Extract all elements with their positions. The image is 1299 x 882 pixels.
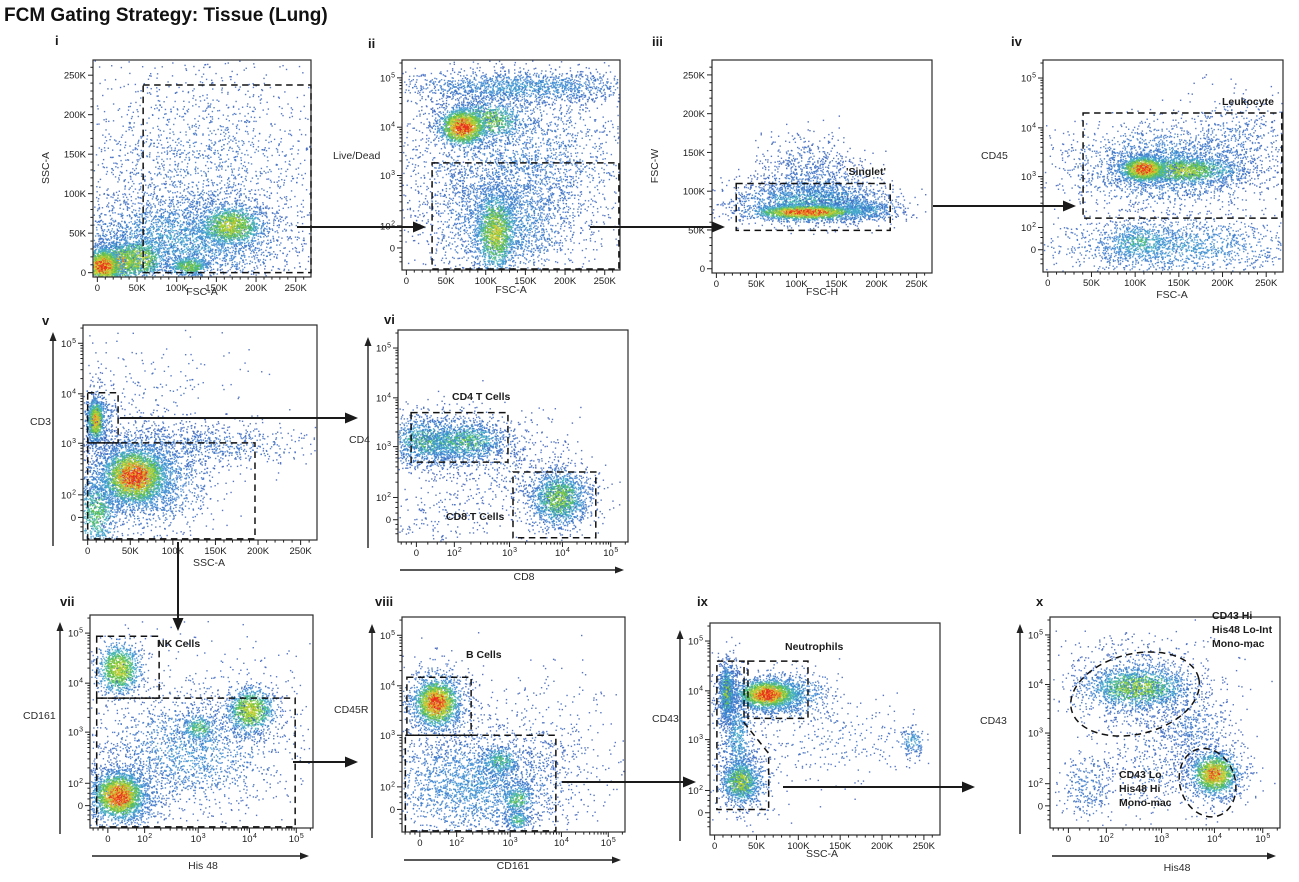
flow-arrowhead-7 xyxy=(962,781,975,793)
panel-label-x: x xyxy=(1036,594,1044,609)
gate-label-x-1: CD43 Lo His48 Hi Mono-mac xyxy=(1119,769,1172,809)
y-axis-label-v: CD3 xyxy=(30,416,52,428)
gate-label-vi-0: CD4 T Cells xyxy=(452,391,511,403)
y-axis-label-vi: CD4 xyxy=(349,434,371,446)
panel-label-iv: iv xyxy=(1011,34,1022,49)
x-axis-label-viii: CD161 xyxy=(496,860,530,872)
x-axis-label-iv: FSC-A xyxy=(1156,289,1188,301)
scatter-plot-iv xyxy=(995,46,1299,312)
x-axis-label-ii: FSC-A xyxy=(495,284,527,296)
gate-label-iv-0: Leukocyte xyxy=(1222,96,1274,108)
x-axis-label-iii: FSC-H xyxy=(805,286,839,298)
y-axis-label-vii: CD161 xyxy=(23,710,56,722)
panel-label-i: i xyxy=(55,33,59,48)
scatter-plot-x xyxy=(1002,603,1299,868)
scatter-plot-vi xyxy=(350,316,648,582)
x-axis-label-x: His48 xyxy=(1163,862,1191,874)
x-axis-label-ix: SSC-A xyxy=(805,848,839,860)
scatter-plot-vii xyxy=(42,601,333,868)
scatter-plot-ix xyxy=(662,609,960,875)
x-axis-label-vi: CD8 xyxy=(513,571,535,583)
x-axis-label-v: SSC-A xyxy=(192,557,226,569)
x-axis-label-i: FSC-A xyxy=(186,286,218,298)
gate-label-vii-0: NK Cells xyxy=(157,638,201,650)
scatter-plot-iii xyxy=(664,46,952,313)
scatter-plot-ii xyxy=(354,46,640,310)
y-axis-label-ix: CD43 xyxy=(652,713,679,725)
figure-title: FCM Gating Strategy: Tissue (Lung) xyxy=(4,5,328,26)
y-axis-label-x: CD43 xyxy=(980,715,1007,727)
scatter-plot-i xyxy=(45,46,331,317)
panel-label-iii: iii xyxy=(652,34,663,49)
y-axis-label-ii: Live/Dead xyxy=(333,150,381,162)
y-axis-label-i: SSC-A xyxy=(40,151,52,185)
x-axis-label-vii: His 48 xyxy=(188,860,218,872)
gate-label-vi-1: CD8 T Cells xyxy=(446,511,505,523)
y-axis-label-iii: FSC-W xyxy=(649,148,661,184)
y-axis-label-iv: CD45 xyxy=(981,150,1008,162)
y-axis-label-viii: CD45R xyxy=(334,704,369,716)
scatter-plot-viii xyxy=(354,603,645,872)
scatter-plot-v xyxy=(35,311,337,580)
panel-label-ix: ix xyxy=(697,594,708,609)
panel-label-ii: ii xyxy=(368,36,376,51)
gate-label-iii-0: 'Singlet' xyxy=(846,166,886,178)
gate-label-x-0: CD43 Hi His48 Lo-Int Mono-mac xyxy=(1212,610,1273,650)
gate-label-ix-0: Neutrophils xyxy=(785,641,844,653)
gate-label-viii-0: B Cells xyxy=(466,649,502,661)
